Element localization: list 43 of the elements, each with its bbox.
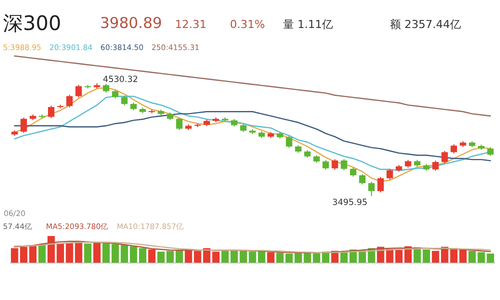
bar: [258, 250, 266, 263]
candlestick: [121, 95, 128, 106]
candlestick: [432, 160, 439, 172]
bar: [432, 250, 440, 263]
chart-title: 深300: [3, 11, 62, 35]
candlestick: [359, 173, 366, 185]
candlestick: [368, 181, 375, 196]
bar: [486, 254, 494, 263]
bar: [248, 252, 256, 263]
bar: [395, 250, 403, 263]
candlestick: [450, 144, 458, 154]
candlestick: [350, 167, 356, 178]
text: 3495.95: [332, 198, 368, 208]
candlestick: [66, 94, 73, 108]
bar: [267, 252, 274, 263]
text: 12.31: [175, 18, 206, 31]
text: 0.31%: [230, 18, 265, 31]
bar: [10, 248, 18, 263]
text: 额 2357.44亿: [390, 18, 461, 31]
candlestick: [441, 150, 448, 164]
bar: [276, 252, 284, 263]
candlestick: [286, 135, 292, 148]
bar: [130, 246, 138, 263]
text: 3980.89: [100, 14, 162, 32]
bar: [139, 248, 146, 263]
bar: [74, 241, 82, 263]
candlestick: [340, 158, 348, 171]
candlestick: [75, 84, 82, 98]
bar: [84, 244, 92, 263]
candlestick: [377, 176, 384, 193]
bar: [66, 242, 74, 263]
candlestick: [48, 105, 54, 119]
annotation: 4530.32: [102, 75, 138, 86]
candlestick: [386, 168, 393, 180]
candlestick: [176, 116, 182, 131]
text: 量 1.11亿: [283, 18, 333, 31]
bar: [102, 242, 110, 263]
bar: [157, 252, 165, 263]
candlestick: [332, 158, 338, 170]
bar: [148, 250, 156, 263]
candlestick: [322, 160, 329, 170]
bar: [221, 250, 229, 263]
candlestick: [20, 116, 27, 134]
